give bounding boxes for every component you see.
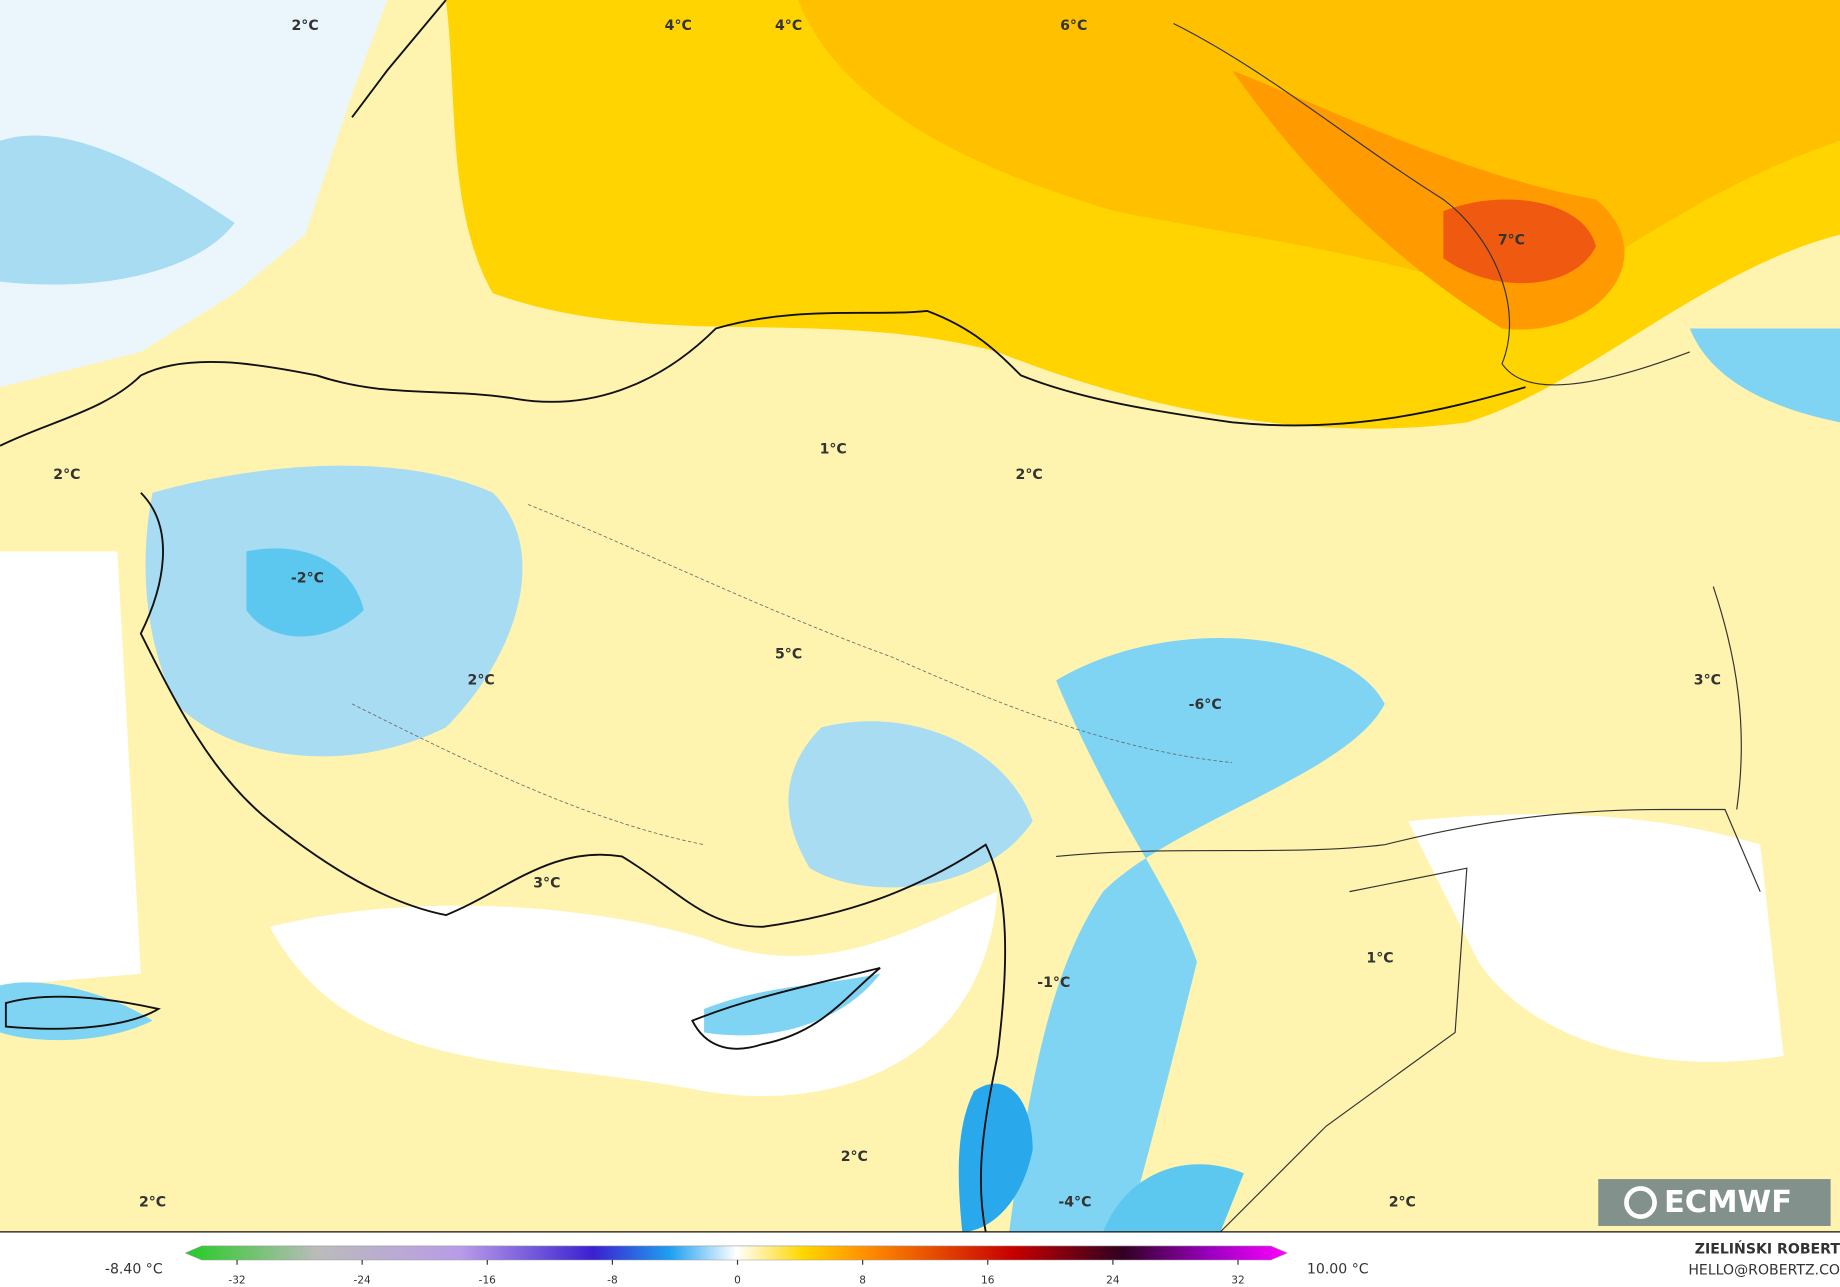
temperature-labels: 2°C 4°C 4°C 6°C 7°C 1°C 2°C 2°C -2°C 5°C 2°C 3°C -6°… bbox=[53, 18, 1721, 1211]
colorbar-tick-label: 16 bbox=[981, 1274, 995, 1286]
temperature-label: -6°C bbox=[1189, 697, 1222, 713]
coastlines bbox=[0, 0, 1761, 1233]
temperature-label: 4°C bbox=[775, 18, 802, 34]
colorbar-tick-label: 24 bbox=[1106, 1274, 1120, 1286]
colorbar-tick-label: -16 bbox=[479, 1274, 497, 1286]
temperature-label: 1°C bbox=[820, 441, 847, 457]
temperature-label: -4°C bbox=[1058, 1195, 1091, 1211]
logo-text: ECMWF bbox=[1664, 1185, 1792, 1220]
colorbar-tick-label: 32 bbox=[1231, 1274, 1244, 1286]
temperature-label: 5°C bbox=[775, 647, 802, 663]
temperature-label: 6°C bbox=[1060, 18, 1087, 34]
temperature-label: -2°C bbox=[291, 570, 324, 586]
legend-max: 10.00 °C bbox=[1307, 1261, 1369, 1277]
temperature-label: 4°C bbox=[665, 18, 692, 34]
legend-min: -8.40 °C bbox=[105, 1261, 163, 1277]
colorbar-tick-label: -32 bbox=[228, 1274, 245, 1286]
colorbar-tick-label: -24 bbox=[354, 1274, 372, 1286]
temperature-label: 3°C bbox=[1694, 672, 1721, 688]
temperature-label: 3°C bbox=[533, 875, 560, 891]
temperature-label: 1°C bbox=[1366, 951, 1393, 967]
contact: HELLO@ROBERTZ.CO bbox=[1688, 1263, 1840, 1279]
colorbar-ticks: -32 -24 -16 -8 0 8 16 24 32 bbox=[228, 1260, 1245, 1286]
temperature-label: 2°C bbox=[53, 467, 80, 483]
temperature-label: 2°C bbox=[841, 1149, 868, 1165]
author: ZIELIŃSKI ROBERT bbox=[1695, 1240, 1840, 1257]
colorbar-tick-label: -8 bbox=[607, 1274, 618, 1286]
map-background bbox=[0, 0, 1840, 1232]
colorbar-tick-label: 0 bbox=[734, 1274, 741, 1286]
temperature-label: 2°C bbox=[292, 18, 319, 34]
temperature-label: -1°C bbox=[1037, 975, 1070, 991]
colorbar-tick-label: 8 bbox=[859, 1274, 866, 1286]
temperature-label: 2°C bbox=[139, 1195, 166, 1211]
logo-box: ECMWF bbox=[1598, 1179, 1831, 1226]
temperature-label: 2°C bbox=[1016, 467, 1043, 483]
temperature-label: 2°C bbox=[468, 672, 495, 688]
temperature-label: 7°C bbox=[1498, 233, 1525, 249]
colorbar bbox=[184, 1245, 1289, 1261]
temperature-label: 2°C bbox=[1389, 1195, 1416, 1211]
